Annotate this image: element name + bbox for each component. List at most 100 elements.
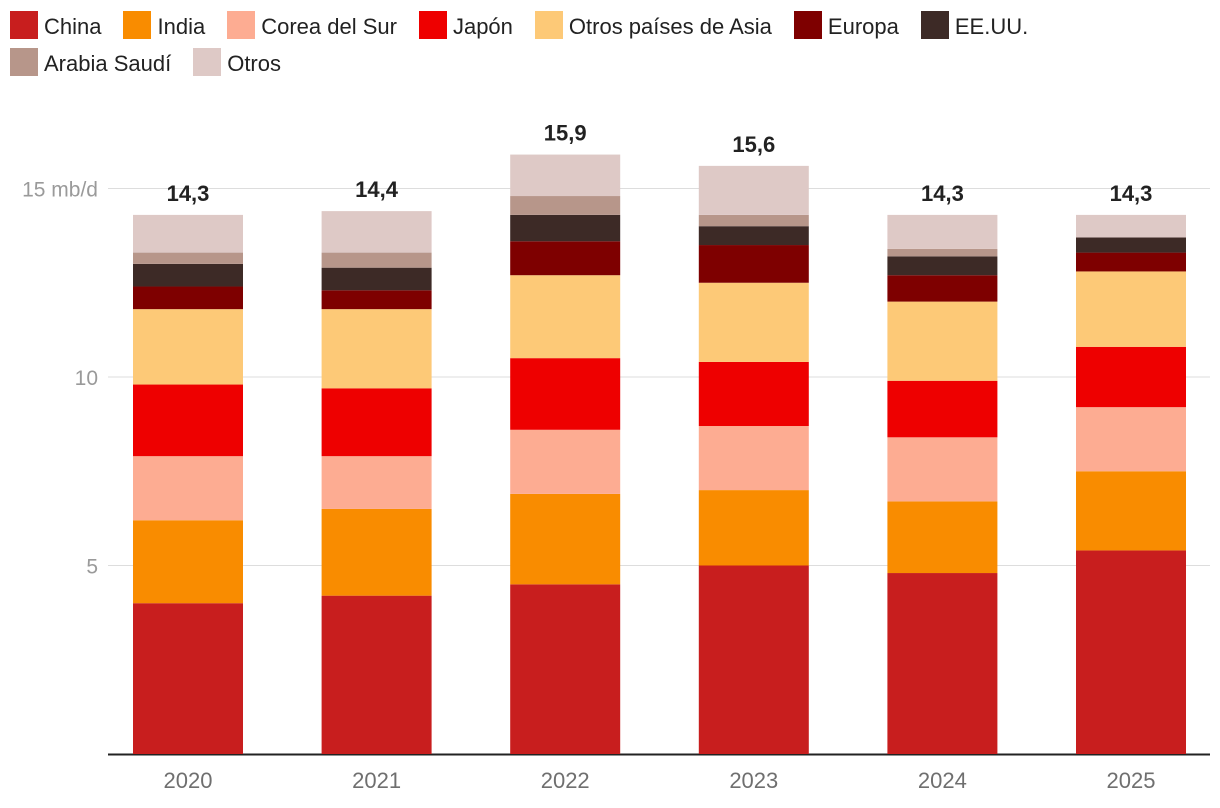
bar-segment-otros-paises-de-asia-2025 xyxy=(1076,271,1186,347)
legend-item-ee-uu: EE.UU. xyxy=(920,8,1029,45)
legend-item-otros: Otros xyxy=(193,45,281,82)
bar-segment-japon-2025 xyxy=(1076,346,1186,408)
bar-segment-arabia-saudi-2023 xyxy=(698,214,809,227)
bar-segment-ee-uu-2024 xyxy=(887,256,998,276)
total-label-2025: 14,3 xyxy=(1110,181,1153,206)
legend-swatch xyxy=(10,11,38,40)
bar-segment-ee-uu-2022 xyxy=(510,214,621,242)
legend-item-otros-paises-de-asia: Otros países de Asia xyxy=(534,8,772,45)
bar-segment-otros-2020 xyxy=(133,214,243,253)
bar-segment-japon-2020 xyxy=(133,384,243,457)
legend-label: Corea del Sur xyxy=(261,14,397,40)
bar-segment-corea-del-sur-2022 xyxy=(510,429,621,494)
bar-segment-india-2020 xyxy=(133,520,243,604)
legend-item-europa: Europa xyxy=(793,8,899,45)
x-tick-label-2021: 2021 xyxy=(352,768,401,793)
gridlines: 5 10 15 mb/d xyxy=(22,179,1210,756)
bar-segment-europa-2024 xyxy=(887,275,998,302)
bar-segment-otros-paises-de-asia-2021 xyxy=(321,309,432,389)
bar-segment-otros-paises-de-asia-2022 xyxy=(510,275,621,359)
legend-swatch xyxy=(793,11,822,40)
bar-segment-europa-2023 xyxy=(698,245,809,283)
bar-segment-arabia-saudi-2020 xyxy=(133,252,243,264)
bar-segment-india-2022 xyxy=(510,493,621,585)
bar-segment-japon-2022 xyxy=(510,358,621,430)
bar-segment-china-2022 xyxy=(510,584,621,754)
bar-segment-china-2025 xyxy=(1076,550,1186,754)
legend-swatch xyxy=(123,11,152,40)
bar-segment-corea-del-sur-2021 xyxy=(321,456,432,509)
bar-segment-europa-2022 xyxy=(510,241,621,276)
bar-segment-china-2024 xyxy=(887,573,998,754)
bar-segment-corea-del-sur-2023 xyxy=(698,426,809,491)
bar-segment-arabia-saudi-2024 xyxy=(887,248,998,257)
legend-label: Otros países de Asia xyxy=(568,14,772,40)
bar-segment-ee-uu-2025 xyxy=(1076,237,1186,253)
bar-segment-arabia-saudi-2022 xyxy=(510,196,621,215)
legend-swatch xyxy=(193,48,222,77)
legend-label: Europa xyxy=(827,14,899,40)
chart-legend: China India Corea del Sur Japón Otros países… xyxy=(10,8,1210,82)
bar-segment-otros-2021 xyxy=(321,211,432,253)
bar-segment-india-2024 xyxy=(887,501,998,574)
bar-segment-china-2021 xyxy=(321,595,432,754)
legend-label: EE.UU. xyxy=(954,14,1029,40)
legend-item-china: China xyxy=(10,8,101,45)
y-tick-label: 5 xyxy=(86,556,98,579)
labels: 14,3 2020 14,4 2021 15,9 2022 15,6 2023 14,3 2024… xyxy=(164,121,1156,793)
bar-segment-europa-2025 xyxy=(1076,252,1186,272)
legend-label: India xyxy=(157,14,206,40)
bar-segment-otros-2023 xyxy=(698,165,809,215)
legend-swatch xyxy=(920,11,949,40)
legend-item-japon: Japón xyxy=(418,8,513,45)
bar-segment-japon-2021 xyxy=(321,388,432,457)
bar-segment-china-2020 xyxy=(133,603,243,754)
total-label-2023: 15,6 xyxy=(732,132,775,157)
bar-segment-otros-2025 xyxy=(1076,214,1186,238)
x-tick-label-2025: 2025 xyxy=(1107,768,1156,793)
total-label-2020: 14,3 xyxy=(167,181,210,206)
bar-segment-japon-2023 xyxy=(698,361,809,427)
bar-segment-japon-2024 xyxy=(887,380,998,438)
bars xyxy=(133,154,1186,754)
bar-segment-corea-del-sur-2020 xyxy=(133,456,243,521)
y-tick-label: 10 xyxy=(75,367,98,390)
bar-segment-india-2023 xyxy=(698,490,809,566)
bar-segment-ee-uu-2021 xyxy=(321,267,432,291)
bar-segment-corea-del-sur-2025 xyxy=(1076,407,1186,472)
legend-label: Otros xyxy=(227,51,281,77)
bar-segment-ee-uu-2023 xyxy=(698,226,809,246)
bar-segment-europa-2021 xyxy=(321,290,432,310)
legend-item-corea-del-sur: Corea del Sur xyxy=(227,8,397,45)
x-tick-label-2020: 2020 xyxy=(164,768,213,793)
legend-item-india: India xyxy=(123,8,205,45)
legend-swatch xyxy=(227,11,256,40)
bar-segment-europa-2020 xyxy=(133,286,243,310)
bar-segment-otros-paises-de-asia-2024 xyxy=(887,301,998,381)
bar-segment-otros-2024 xyxy=(887,214,998,249)
bar-segment-otros-2022 xyxy=(510,154,621,197)
total-label-2024: 14,3 xyxy=(921,181,964,206)
legend-swatch xyxy=(534,11,563,40)
total-label-2021: 14,4 xyxy=(355,177,399,202)
x-tick-label-2023: 2023 xyxy=(729,768,778,793)
x-tick-label-2022: 2022 xyxy=(541,768,590,793)
total-label-2022: 15,9 xyxy=(544,121,587,146)
bar-segment-india-2021 xyxy=(321,508,432,596)
legend-item-arabia-saudi: Arabia Saudí xyxy=(10,45,171,82)
bar-segment-otros-paises-de-asia-2020 xyxy=(133,309,243,385)
x-tick-label-2024: 2024 xyxy=(918,768,967,793)
bar-segment-corea-del-sur-2024 xyxy=(887,437,998,502)
legend-label: China xyxy=(44,14,102,40)
bar-segment-india-2025 xyxy=(1076,471,1186,551)
bar-segment-china-2023 xyxy=(698,565,809,754)
bar-segment-otros-paises-de-asia-2023 xyxy=(698,282,809,362)
legend-label: Japón xyxy=(452,14,513,40)
legend-label: Arabia Saudí xyxy=(44,51,172,77)
legend-swatch xyxy=(418,11,447,40)
legend-swatch xyxy=(10,48,38,77)
bar-segment-ee-uu-2020 xyxy=(133,263,243,287)
bar-segment-arabia-saudi-2021 xyxy=(321,252,432,268)
y-tick-label: 15 mb/d xyxy=(22,179,98,202)
